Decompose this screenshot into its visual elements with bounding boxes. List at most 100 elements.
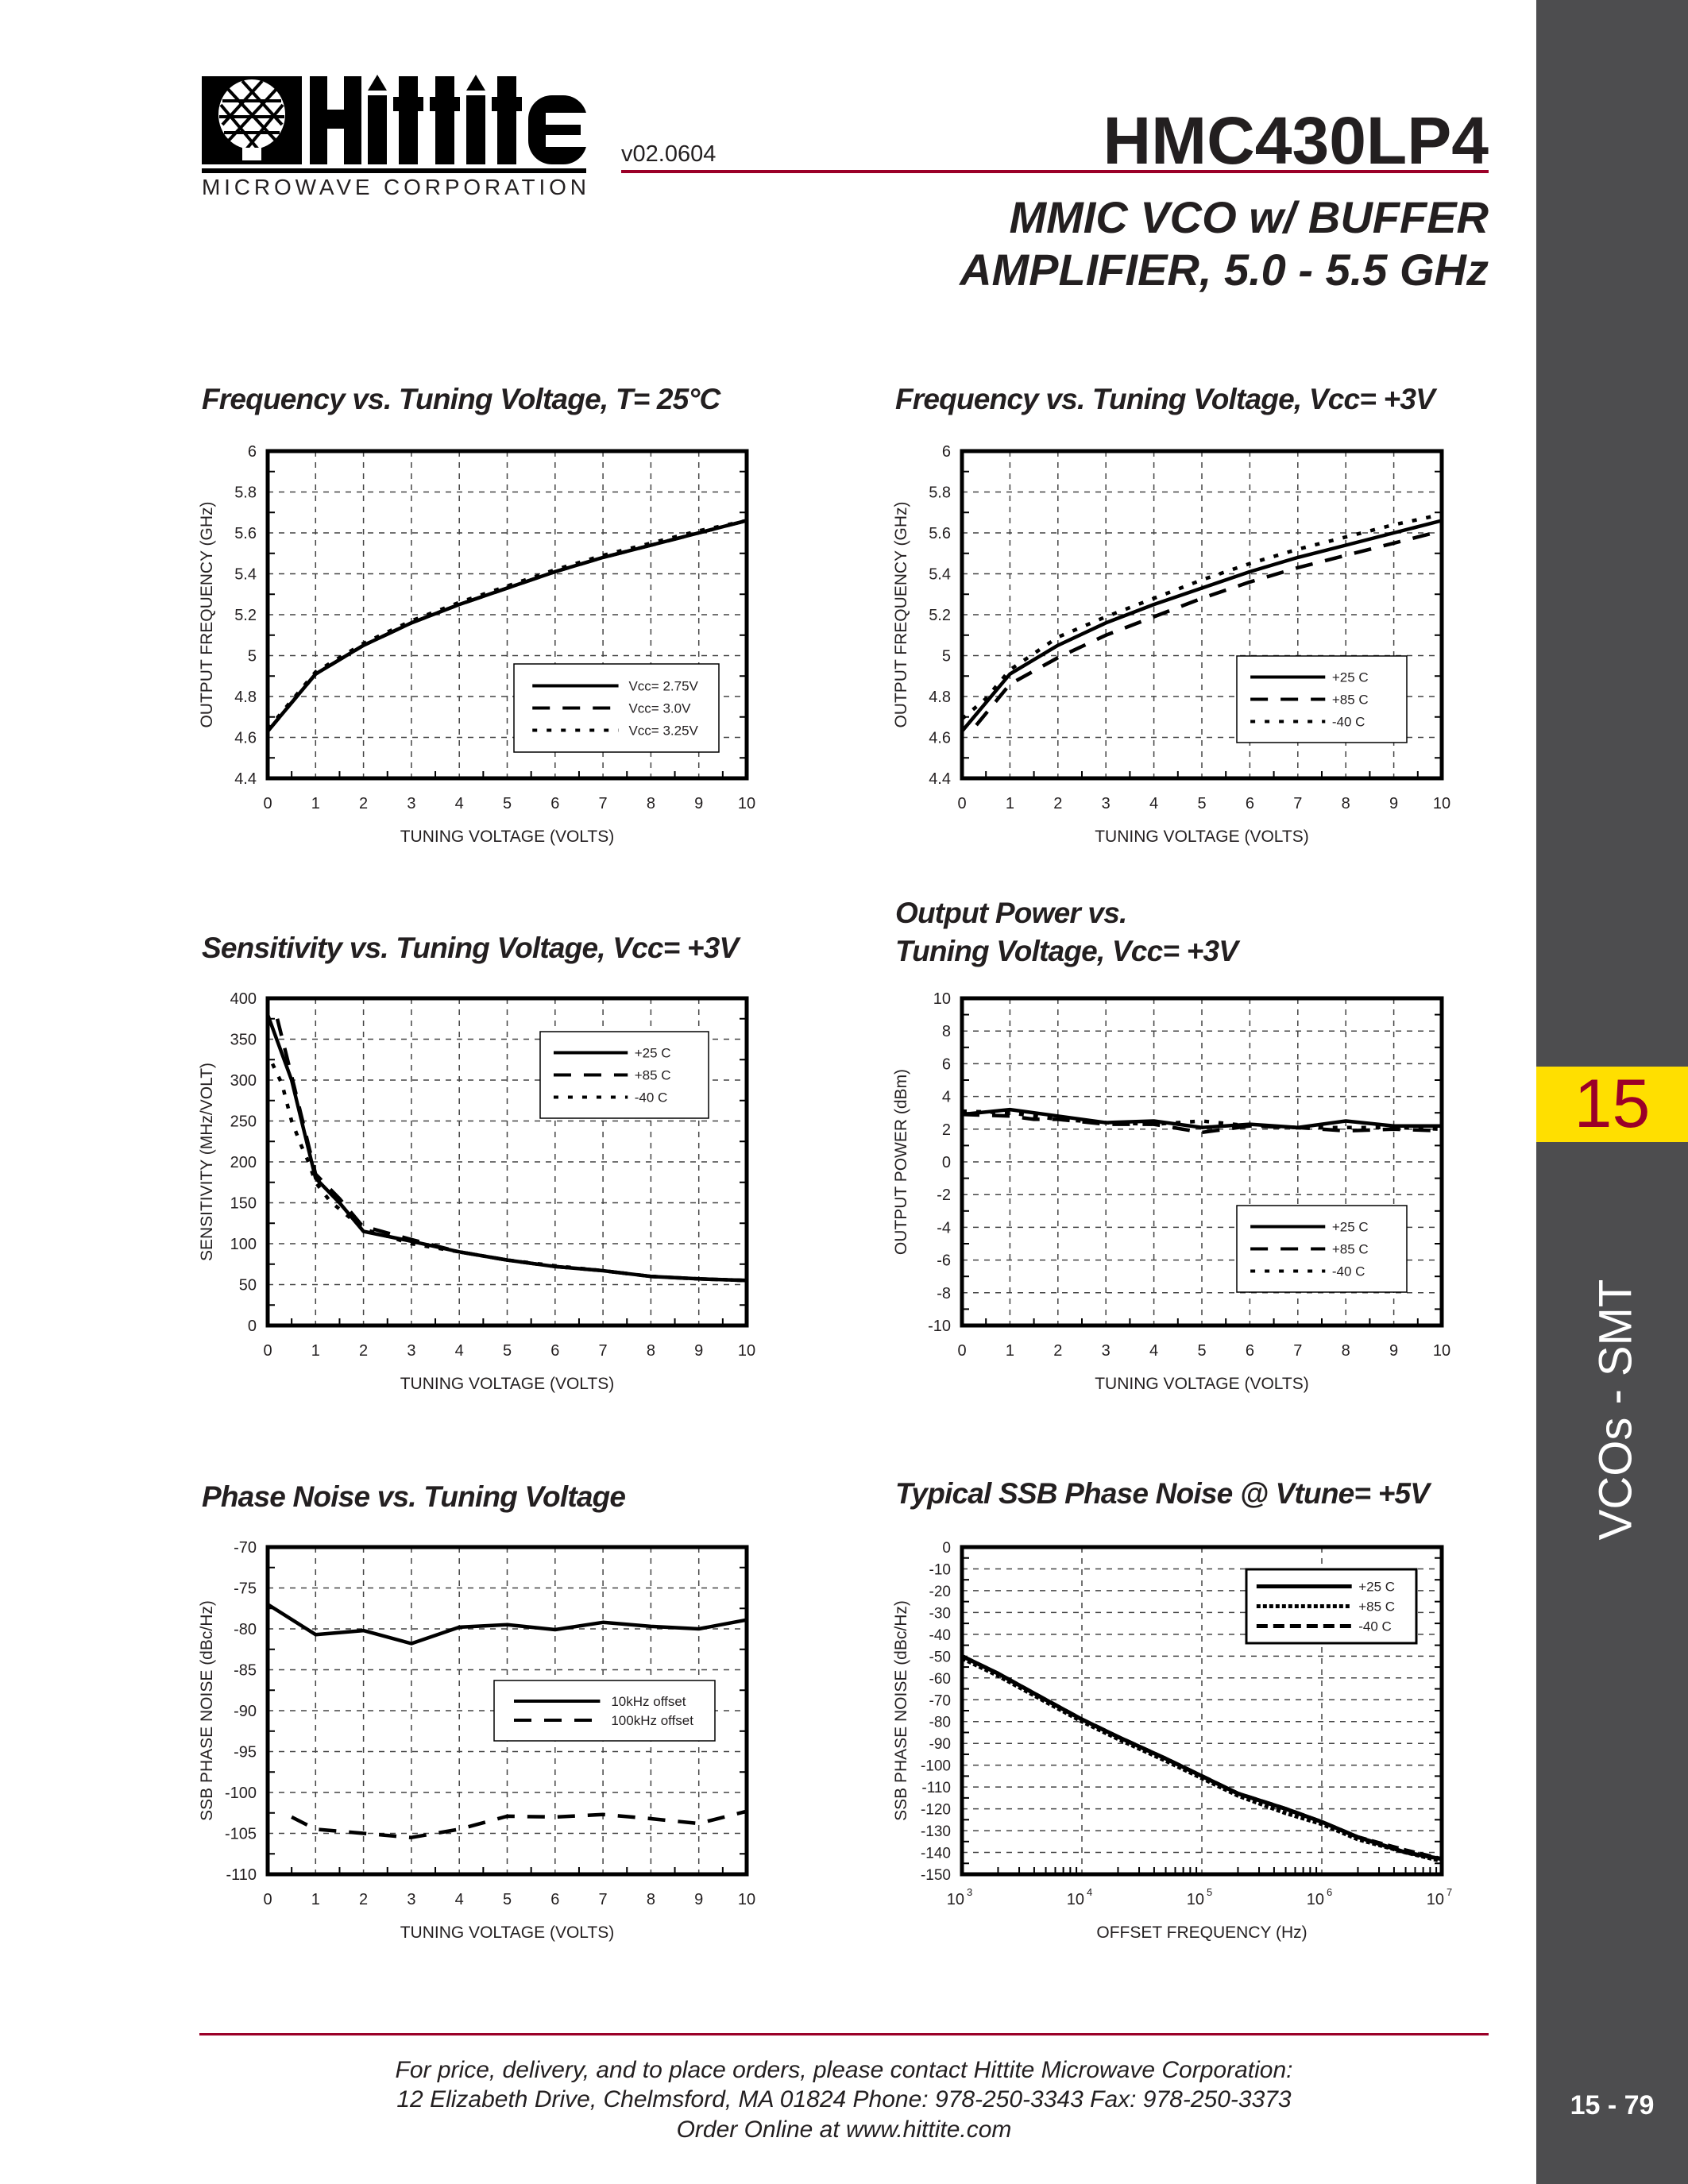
y-tick-label: 5.2 [234,607,257,624]
x-tick-label: 10 [738,1891,755,1908]
y-tick-label: 4.6 [234,730,257,747]
legend-label: +25 C [1332,670,1369,685]
plot-frame [265,1545,749,1877]
x-tick-label: 7 [599,1891,608,1908]
x-axis-label: TUNING VOLTAGE (VOLTS) [400,828,615,846]
version-label: v02.0604 [621,141,717,167]
chart-title-output-power-line2: Tuning Voltage, Vcc= +3V [895,935,1238,967]
header-divider [621,170,1489,173]
y-tick-label: 6 [248,443,257,461]
x-tick-exponent: 4 [1087,1886,1092,1898]
series-line-2 [975,529,1443,727]
x-tick-exponent: 6 [1327,1886,1332,1898]
y-tick-label: -90 [234,1703,257,1720]
y-tick-label: -100 [225,1785,257,1802]
y-tick-label: -80 [929,1715,951,1731]
x-tick-label: 2 [359,1342,368,1360]
x-tick-label: 1 [1006,1342,1014,1360]
chart-title-output-power-line1: Output Power vs. [895,897,1127,929]
x-tick-label: 0 [263,795,272,812]
x-tick-exponent: 3 [967,1886,972,1898]
y-tick-label: 300 [230,1072,257,1090]
y-tick-label: 0 [248,1318,257,1335]
legend-label: 10kHz offset [611,1694,686,1709]
legend-label: +85 C [1332,693,1369,708]
y-tick-label: -70 [234,1539,257,1557]
legend-label: +25 C [1358,1580,1395,1595]
y-tick-label: -105 [225,1826,257,1843]
y-axis-label: OUTPUT FREQUENCY (GHz) [198,501,216,727]
y-tick-label: 5.6 [234,525,257,542]
legend-frame [1245,1568,1418,1645]
x-tick-label: 8 [647,1342,655,1360]
x-tick-label: 9 [1389,1342,1398,1360]
y-tick-label: -75 [234,1580,257,1598]
x-axis-label: TUNING VOLTAGE (VOLTS) [1095,1375,1309,1393]
chart-phase-noise-vtune: -110 -105 -100 -95 -90 -85 -80 -75 -70 0 1 2 3 4 5 6 7 8 9… [198,1539,755,1942]
y-tick-label: -140 [921,1846,951,1862]
y-tick-label: -110 [226,1866,257,1884]
legend-label: -40 C [1332,1264,1365,1279]
legend-label: 100kHz offset [611,1713,693,1728]
x-tick-label: 0 [263,1891,272,1908]
y-tick-label: 5.6 [929,525,951,542]
chart-sensitivity: 0 50 100 150 200 250 300 350 400 0 1 2 3 4 5 6 7 8 9 10 TUNI… [198,990,755,1393]
y-tick-label: -30 [929,1605,951,1622]
y-tick-label: 4.6 [929,730,951,747]
x-tick-label: 5 [503,795,512,812]
x-tick-label: 7 [599,795,608,812]
x-tick-label: 10 [738,795,755,812]
y-tick-label: -130 [921,1823,951,1840]
y-tick-label: -80 [234,1621,257,1638]
y-tick-label: 350 [230,1032,257,1049]
y-tick-label: 5 [248,648,257,666]
legend: +25 C +85 C -40 C [1236,655,1408,743]
legend-label: -40 C [1332,715,1365,730]
legend-label: -40 C [635,1090,668,1106]
x-tick-label: 8 [647,1891,655,1908]
y-axis-label: SSB PHASE NOISE (dBc/Hz) [892,1600,910,1821]
x-tick-label: 1 [311,1342,320,1360]
y-tick-label: -2 [937,1187,951,1204]
chart-title-freq-temp: Frequency vs. Tuning Voltage, Vcc= +3V [895,383,1435,415]
series-line-1 [961,1107,1442,1129]
legend-label: Vcc= 3.0V [628,701,691,716]
y-tick-label: -10 [928,1318,951,1335]
y-tick-label: 250 [230,1113,257,1131]
x-tick-base: 10 [1427,1891,1444,1908]
x-tick-label: 6 [550,795,559,812]
y-tick-label: 6 [942,443,951,461]
x-axis-label: OFFSET FREQUENCY (Hz) [1096,1924,1307,1942]
chart-freq-temp: 4.4 4.6 4.8 5 5.2 5.4 5.6 5.8 6 0 1 2 3 4 5 6 7 8 9 10 TUNIN… [892,443,1450,846]
x-tick-label: 9 [1389,795,1398,812]
x-tick-exponent: 5 [1207,1886,1212,1898]
plot-frame [960,996,1444,1328]
product-subtitle-line1: MMIC VCO w/ BUFFER [1009,192,1489,242]
x-tick-label: 1 [311,1891,320,1908]
series-line-3 [270,1063,747,1283]
x-tick-label: 6 [550,1891,559,1908]
footer-divider [199,2033,1489,2035]
x-tick-label: 6 [1246,1342,1254,1360]
y-tick-label: 50 [239,1277,257,1295]
series-line-3 [961,1109,1443,1132]
y-tick-label: -150 [921,1867,951,1884]
x-tick-label: 3 [407,1342,415,1360]
x-tick-label: 8 [1342,795,1350,812]
y-tick-label: -70 [929,1692,951,1709]
x-tick-label: 2 [359,1891,368,1908]
legend-label: +25 C [635,1046,671,1061]
x-tick-label: 2 [1053,795,1062,812]
x-axis-label: TUNING VOLTAGE (VOLTS) [400,1375,615,1393]
x-tick-label: 4 [1149,1342,1158,1360]
chart-output-power: -10 -8 -6 -4 -2 0 2 4 6 8 10 0 1 2 3 4 5 6 7 8 9 10 TUNING VOL… [892,990,1450,1393]
x-tick-label: 4 [1149,795,1158,812]
y-tick-label: -100 [921,1758,951,1775]
x-tick-label: 9 [694,1342,703,1360]
x-tick-label: 1 [311,795,320,812]
y-tick-label: -90 [929,1736,951,1753]
legend-label: Vcc= 2.75V [628,679,698,694]
y-tick-label: 10 [933,990,951,1008]
y-axis-label: SENSITIVITY (MHz/VOLT) [198,1063,216,1261]
y-tick-label: 4.4 [929,770,951,788]
